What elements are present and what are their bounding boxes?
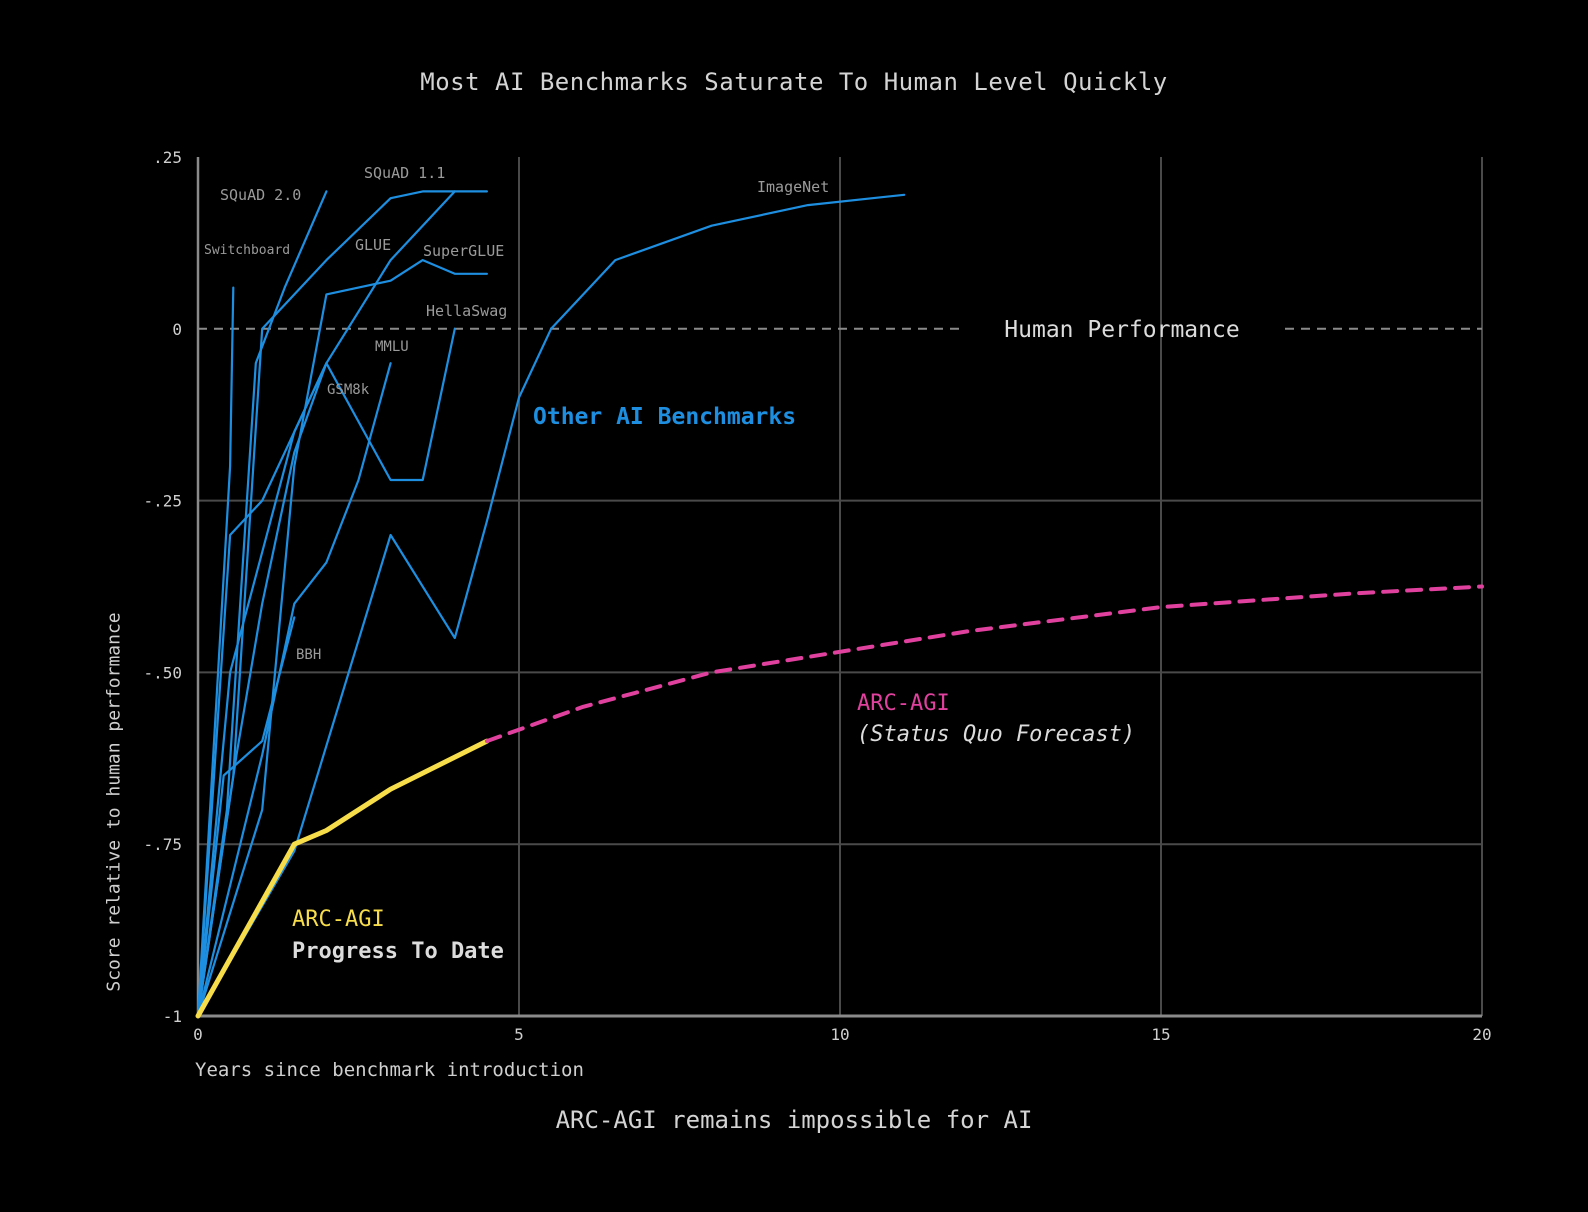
series-label-glue: GLUE — [355, 236, 391, 254]
other-benchmarks-label: Other AI Benchmarks — [533, 404, 796, 430]
chart-title: Most AI Benchmarks Saturate To Human Lev… — [420, 68, 1168, 96]
series-label-squad-1-1: SQuAD 1.1 — [364, 164, 445, 182]
arc-forecast-label-line2: (Status Quo Forecast) — [857, 722, 1135, 747]
series-line-switchboard — [196, 286, 235, 1018]
series-label-bbh: BBH — [296, 647, 321, 663]
x-tick-label-2: 10 — [830, 1025, 849, 1044]
y-tick-label-5: .25 — [153, 148, 182, 167]
x-axis-label: Years since benchmark introduction — [195, 1059, 584, 1081]
human-performance-label: Human Performance — [1004, 317, 1239, 343]
y-tick-label-0: -1 — [163, 1007, 182, 1026]
series-line-arc-agi-status-quo-forecast — [484, 584, 1484, 744]
x-tick-label-0: 0 — [193, 1025, 203, 1044]
y-tick-label-2: -.50 — [143, 663, 182, 682]
y-tick-label-4: 0 — [172, 320, 182, 339]
y-tick-label-3: -.25 — [143, 492, 182, 511]
series-line-gsm8k — [196, 362, 328, 1018]
series-label-hellaswag: HellaSwag — [426, 302, 507, 320]
series-label-imagenet: ImageNet — [757, 178, 829, 196]
series-label-mmlu: MMLU — [375, 339, 409, 355]
series-label-squad-2-0: SQuAD 2.0 — [220, 186, 301, 204]
series-label-superglue: SuperGLUE — [423, 242, 504, 260]
y-tick-label-1: -.75 — [143, 835, 182, 854]
chart-subtitle: ARC-AGI remains impossible for AI — [555, 1106, 1033, 1134]
series-label-gsm8k: GSM8k — [327, 382, 370, 398]
series-line-mmlu — [196, 362, 392, 1018]
series-line-imagenet — [196, 193, 906, 1018]
x-tick-label-3: 15 — [1151, 1025, 1170, 1044]
series-label-switchboard: Switchboard — [204, 243, 290, 258]
arc-progress-label-line2: Progress To Date — [292, 939, 504, 964]
y-axis-label: Score relative to human performance — [103, 612, 125, 992]
series-line-bbh — [196, 616, 296, 1018]
series-line-superglue — [196, 259, 488, 1018]
x-tick-label-4: 20 — [1472, 1025, 1491, 1044]
series-line-arc-agi-progress-to-date — [195, 738, 490, 1019]
arc-forecast-label-line1: ARC-AGI — [857, 691, 950, 716]
arc-progress-label-line1: ARC-AGI — [292, 907, 385, 932]
x-tick-label-1: 5 — [514, 1025, 524, 1044]
